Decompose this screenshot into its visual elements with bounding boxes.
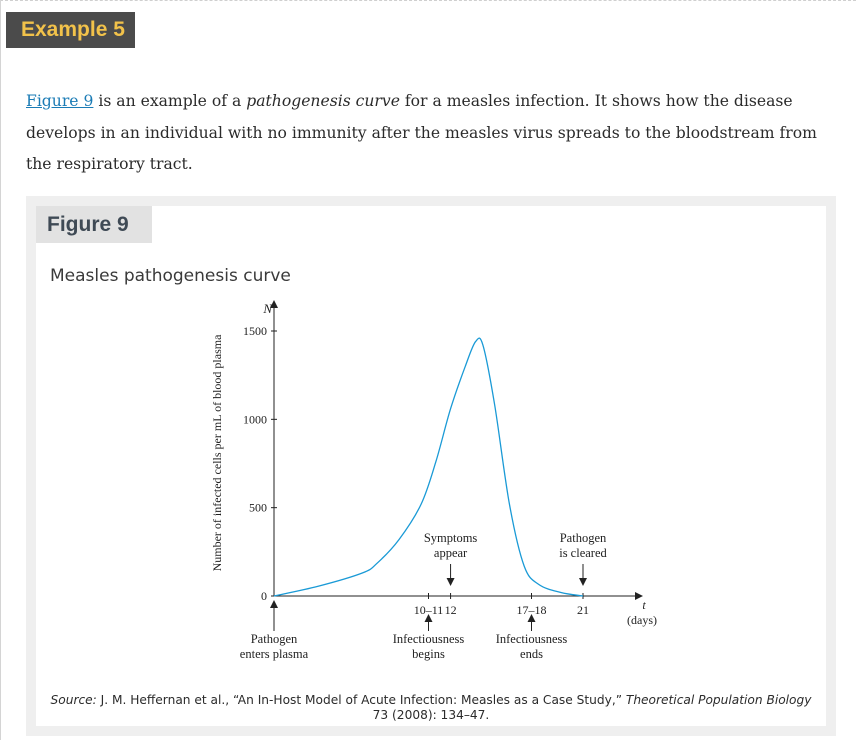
pathogenesis-chart: 0 500 1000 1500 10–11 12 17–18 21 Symptomsappea…	[210, 300, 657, 661]
annotation-text: enters plasma	[240, 647, 309, 661]
y-tick-label: 500	[249, 501, 267, 515]
intro-text-1: is an example of a	[93, 92, 247, 110]
x-tick-label: 21	[577, 603, 589, 617]
annotation-text: Infectiousness	[393, 632, 465, 646]
infection-curve	[273, 337, 584, 597]
annotation-text: Symptoms	[424, 531, 478, 545]
example-heading: Example 5	[6, 12, 135, 48]
source-text-2: 73 (2008): 134–47.	[372, 708, 490, 722]
source-prefix: Source:	[50, 693, 97, 707]
x-axis-unit: (days)	[627, 613, 657, 627]
x-tick-label: 17–18	[517, 603, 547, 617]
intro-emphasis: pathogenesis curve	[246, 92, 400, 110]
annotation-text: Pathogen	[560, 531, 607, 545]
x-axis-letter: t	[642, 598, 646, 612]
annotation-text: begins	[412, 647, 445, 661]
figure-label: Figure 9	[36, 206, 152, 243]
figure-box: Figure 9 Measles pathogenesis curve 0 500…	[26, 196, 836, 736]
y-tick-label: 1500	[243, 324, 267, 338]
left-border	[0, 0, 1, 740]
annotation-text: appear	[434, 546, 468, 560]
intro-paragraph: Figure 9 is an example of a pathogenesis…	[26, 86, 836, 181]
source-journal: Theoretical Population Biology	[625, 693, 812, 707]
figure-panel: Figure 9 Measles pathogenesis curve 0 500…	[36, 206, 826, 726]
annotation-text: is cleared	[559, 546, 607, 560]
figure-source: Source: J. M. Heffernan et al., “An In-H…	[46, 693, 816, 723]
intro-text-2: for a measles infection. It shows how th…	[26, 92, 817, 173]
y-axis-letter: N	[262, 301, 273, 316]
x-tick-label: 10–11	[414, 603, 444, 617]
y-tick-label: 0	[261, 589, 267, 603]
annotation-text: ends	[520, 647, 543, 661]
annotation-text: Pathogen	[251, 632, 298, 646]
figure-caption: Measles pathogenesis curve	[50, 266, 291, 286]
figure-9-link[interactable]: Figure 9	[26, 92, 94, 110]
source-text-1: J. M. Heffernan et al., “An In-Host Mode…	[96, 693, 626, 707]
x-tick-label: 12	[445, 603, 457, 617]
annotation-text: Infectiousness	[496, 632, 568, 646]
top-dashed-border	[0, 0, 856, 1]
y-tick-label: 1000	[243, 412, 267, 426]
y-axis-label: Number of infected cells per mL of blood…	[210, 334, 224, 571]
chart-ticks: 0 500 1000 1500 10–11 12 17–18 21	[243, 324, 589, 617]
